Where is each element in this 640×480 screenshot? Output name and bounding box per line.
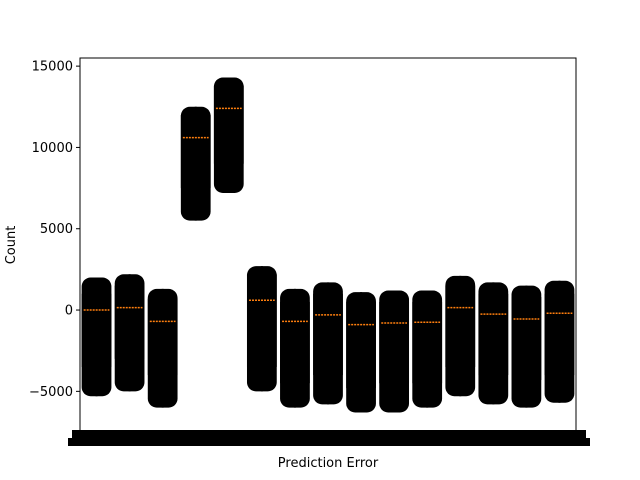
box-12: [445, 275, 476, 397]
box-14: [511, 285, 542, 408]
y-tick-label: 0: [65, 304, 73, 319]
y-axis-label: Count: [4, 226, 19, 265]
iqr-box: [478, 293, 509, 376]
iqr-box: [379, 301, 410, 384]
y-tick-label: 10000: [32, 141, 73, 156]
iqr-box: [346, 301, 376, 389]
y-axis-ticks: −5000 0 5000 10000 15000: [29, 60, 80, 400]
x-axis-label: Prediction Error: [278, 456, 379, 471]
x-tick-labels-band: [68, 430, 590, 446]
box-5: [213, 77, 244, 193]
box-9: [346, 292, 376, 413]
iqr-box: [412, 301, 443, 384]
box-13: [478, 282, 509, 405]
plot-area: [81, 77, 575, 413]
iqr-box: [280, 301, 310, 384]
box-3: [147, 288, 178, 408]
iqr-box: [511, 297, 542, 380]
box-7: [280, 288, 310, 408]
iqr-box: [81, 293, 112, 367]
x-tick-label-overlap: [72, 430, 586, 440]
axes-frame: [79, 57, 577, 433]
iqr-box: [180, 114, 211, 189]
box-8: [313, 282, 343, 405]
iqr-box: [544, 293, 575, 376]
iqr-box: [313, 293, 343, 376]
x-tick-label-overlap: [68, 438, 590, 446]
iqr-box: [147, 298, 178, 376]
box-2: [114, 274, 145, 392]
iqr-box: [246, 274, 277, 367]
iqr-box: [445, 285, 476, 367]
iqr-box: [213, 85, 244, 164]
box-6: [246, 266, 277, 392]
iqr-box: [114, 285, 145, 359]
box-10: [379, 290, 410, 413]
box-11: [412, 290, 443, 408]
y-tick-label: 15000: [32, 60, 73, 75]
box-1: [81, 277, 112, 397]
y-tick-label: −5000: [29, 385, 73, 400]
box-4: [180, 106, 211, 221]
box-15: [544, 280, 575, 403]
y-tick-label: 5000: [40, 222, 73, 237]
